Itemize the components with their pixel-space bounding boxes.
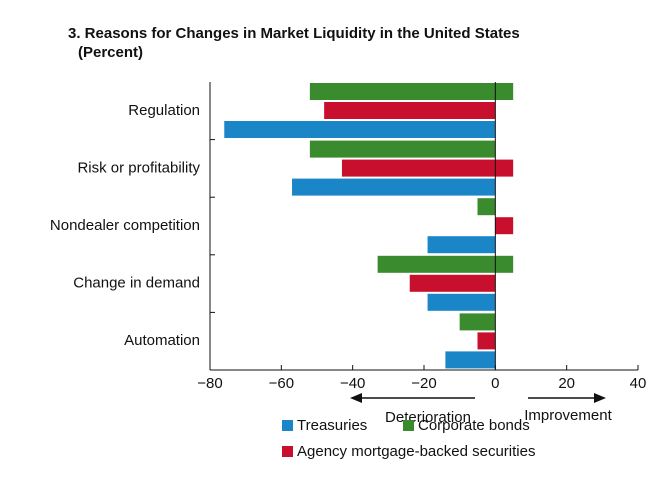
chart-title: 3. Reasons for Changes in Market Liquidi…	[68, 25, 520, 42]
bar	[309, 140, 496, 158]
arrow-head	[350, 393, 362, 403]
bar	[445, 351, 496, 369]
y-tick-label: Automation	[124, 332, 200, 349]
legend-label: Treasuries	[297, 417, 367, 434]
x-tick-label: −60	[269, 375, 294, 392]
bar	[477, 198, 496, 216]
x-tick-label: −80	[197, 375, 222, 392]
chart-subtitle: (Percent)	[78, 44, 143, 61]
bar	[324, 102, 496, 119]
bar	[427, 293, 496, 311]
y-tick-label: Regulation	[128, 102, 200, 119]
arrow-head	[594, 393, 606, 403]
x-tick-label: 40	[630, 375, 647, 392]
x-tick-label: −40	[340, 375, 365, 392]
legend-swatch	[282, 420, 293, 431]
x-tick-label: 0	[491, 375, 499, 392]
bar	[309, 83, 514, 100]
arrows	[350, 393, 606, 403]
x-tick-label: −20	[411, 375, 436, 392]
annotation: Improvement	[524, 407, 612, 424]
bar	[427, 236, 496, 254]
bar	[292, 178, 496, 196]
bar	[477, 332, 496, 350]
bar	[409, 274, 496, 292]
legend-label: Corporate bonds	[418, 417, 530, 434]
y-tick-label: Risk or profitability	[77, 159, 200, 176]
y-tick-label: Nondealer competition	[50, 217, 200, 234]
bar	[495, 217, 514, 235]
legend-swatch	[282, 446, 293, 457]
bar	[459, 313, 496, 331]
bar	[224, 121, 496, 138]
bar	[341, 159, 514, 177]
legend-label: Agency mortgage-backed securities	[297, 443, 535, 460]
y-tick-label: Change in demand	[73, 275, 200, 292]
bar	[377, 255, 514, 273]
legend-swatch	[403, 420, 414, 431]
x-tick-label: 20	[558, 375, 575, 392]
